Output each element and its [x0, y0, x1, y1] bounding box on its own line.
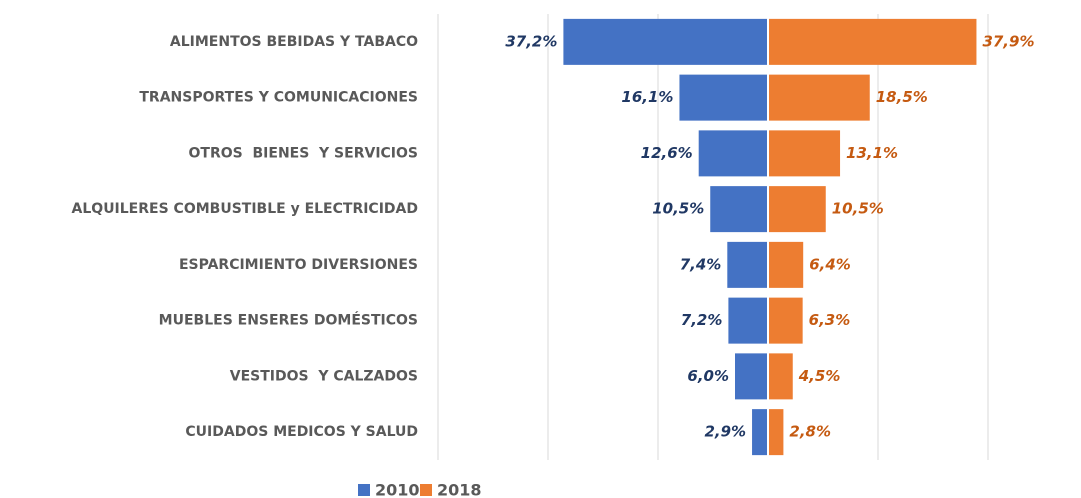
value-label: 10,5%: [652, 200, 704, 218]
bar: [768, 74, 870, 121]
bar: [728, 297, 768, 344]
value-label: 10,5%: [832, 200, 884, 218]
bar: [679, 74, 768, 121]
value-label: 16,1%: [621, 88, 673, 106]
bar: [768, 186, 826, 233]
value-label: 2,9%: [704, 423, 746, 441]
legend-label: 2010: [375, 481, 420, 498]
bar: [768, 353, 793, 400]
bar: [752, 409, 768, 456]
legend-swatch: [420, 484, 432, 496]
bar: [768, 409, 784, 456]
bar: [768, 241, 804, 288]
category-label: ALIMENTOS BEBIDAS Y TABACO: [170, 34, 418, 50]
legend-swatch: [358, 484, 370, 496]
category-label: VESTIDOS Y CALZADOS: [230, 368, 418, 384]
category-label: TRANSPORTES Y COMUNICACIONES: [139, 90, 418, 106]
value-label: 6,4%: [809, 255, 851, 273]
category-label: ALQUILERES COMBUSTIBLE y ELECTRICIDAD: [72, 201, 418, 217]
bar: [768, 130, 841, 177]
bar: [768, 297, 803, 344]
value-label: 4,5%: [798, 367, 841, 385]
bar: [710, 186, 768, 233]
value-label: 7,4%: [680, 255, 722, 273]
bar: [698, 130, 768, 177]
category-label: MUEBLES ENSERES DOMÉSTICOS: [159, 312, 418, 329]
value-label: 7,2%: [681, 311, 723, 329]
value-label: 37,2%: [505, 32, 557, 50]
value-label: 2,8%: [789, 423, 831, 441]
bar: [735, 353, 768, 400]
value-label: 6,0%: [687, 367, 729, 385]
value-label: 12,6%: [641, 144, 693, 162]
legend-label: 2018: [437, 481, 482, 498]
value-label: 37,9%: [982, 32, 1034, 50]
value-label: 18,5%: [876, 88, 928, 106]
value-label: 13,1%: [846, 144, 898, 162]
value-label: 6,3%: [809, 311, 851, 329]
bar: [727, 241, 768, 288]
category-label: OTROS BIENES Y SERVICIOS: [189, 145, 418, 161]
bar: [563, 18, 768, 65]
bar: [768, 18, 977, 65]
category-label: CUIDADOS MEDICOS Y SALUD: [185, 424, 418, 440]
category-label: ESPARCIMIENTO DIVERSIONES: [179, 257, 418, 273]
